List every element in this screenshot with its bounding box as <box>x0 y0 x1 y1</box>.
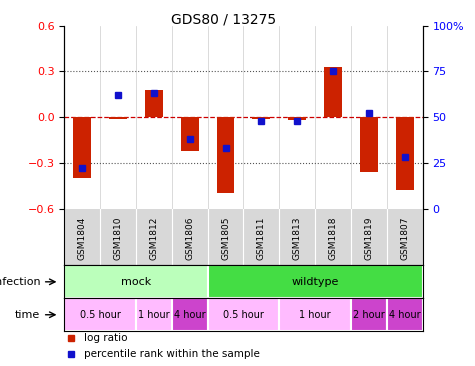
Text: wildtype: wildtype <box>292 277 339 287</box>
Text: mock: mock <box>121 277 151 287</box>
Bar <box>208 265 423 298</box>
Bar <box>288 117 306 120</box>
Text: 4 hour: 4 hour <box>389 310 421 320</box>
Bar <box>279 298 351 331</box>
Text: infection: infection <box>0 277 40 287</box>
Text: log ratio: log ratio <box>84 333 127 343</box>
Bar <box>180 117 199 151</box>
Bar <box>208 298 279 331</box>
Text: GSM1806: GSM1806 <box>185 216 194 260</box>
Bar <box>172 298 208 331</box>
Text: GSM1813: GSM1813 <box>293 216 302 260</box>
Text: GDS80 / 13275: GDS80 / 13275 <box>171 13 276 27</box>
Bar <box>145 90 163 117</box>
Bar <box>73 117 91 178</box>
Text: GSM1812: GSM1812 <box>149 216 158 260</box>
Text: GSM1807: GSM1807 <box>400 216 409 260</box>
Bar <box>64 298 136 331</box>
Bar <box>252 117 270 119</box>
Text: GSM1804: GSM1804 <box>77 216 86 260</box>
Text: GSM1810: GSM1810 <box>114 216 123 260</box>
Text: GSM1819: GSM1819 <box>364 216 373 260</box>
Bar <box>360 117 378 172</box>
Text: 0.5 hour: 0.5 hour <box>223 310 264 320</box>
Text: GSM1805: GSM1805 <box>221 216 230 260</box>
Text: 0.5 hour: 0.5 hour <box>79 310 121 320</box>
Bar <box>109 117 127 119</box>
Text: 2 hour: 2 hour <box>353 310 385 320</box>
Text: 4 hour: 4 hour <box>174 310 206 320</box>
Text: 1 hour: 1 hour <box>299 310 331 320</box>
Text: GSM1811: GSM1811 <box>257 216 266 260</box>
Bar <box>387 298 423 331</box>
Text: time: time <box>15 310 40 320</box>
Text: 1 hour: 1 hour <box>138 310 170 320</box>
Bar <box>64 265 208 298</box>
Text: percentile rank within the sample: percentile rank within the sample <box>84 349 260 359</box>
Text: GSM1818: GSM1818 <box>329 216 338 260</box>
Bar <box>396 117 414 190</box>
Bar <box>136 298 172 331</box>
Bar <box>324 67 342 117</box>
Bar <box>351 298 387 331</box>
Bar <box>217 117 235 193</box>
